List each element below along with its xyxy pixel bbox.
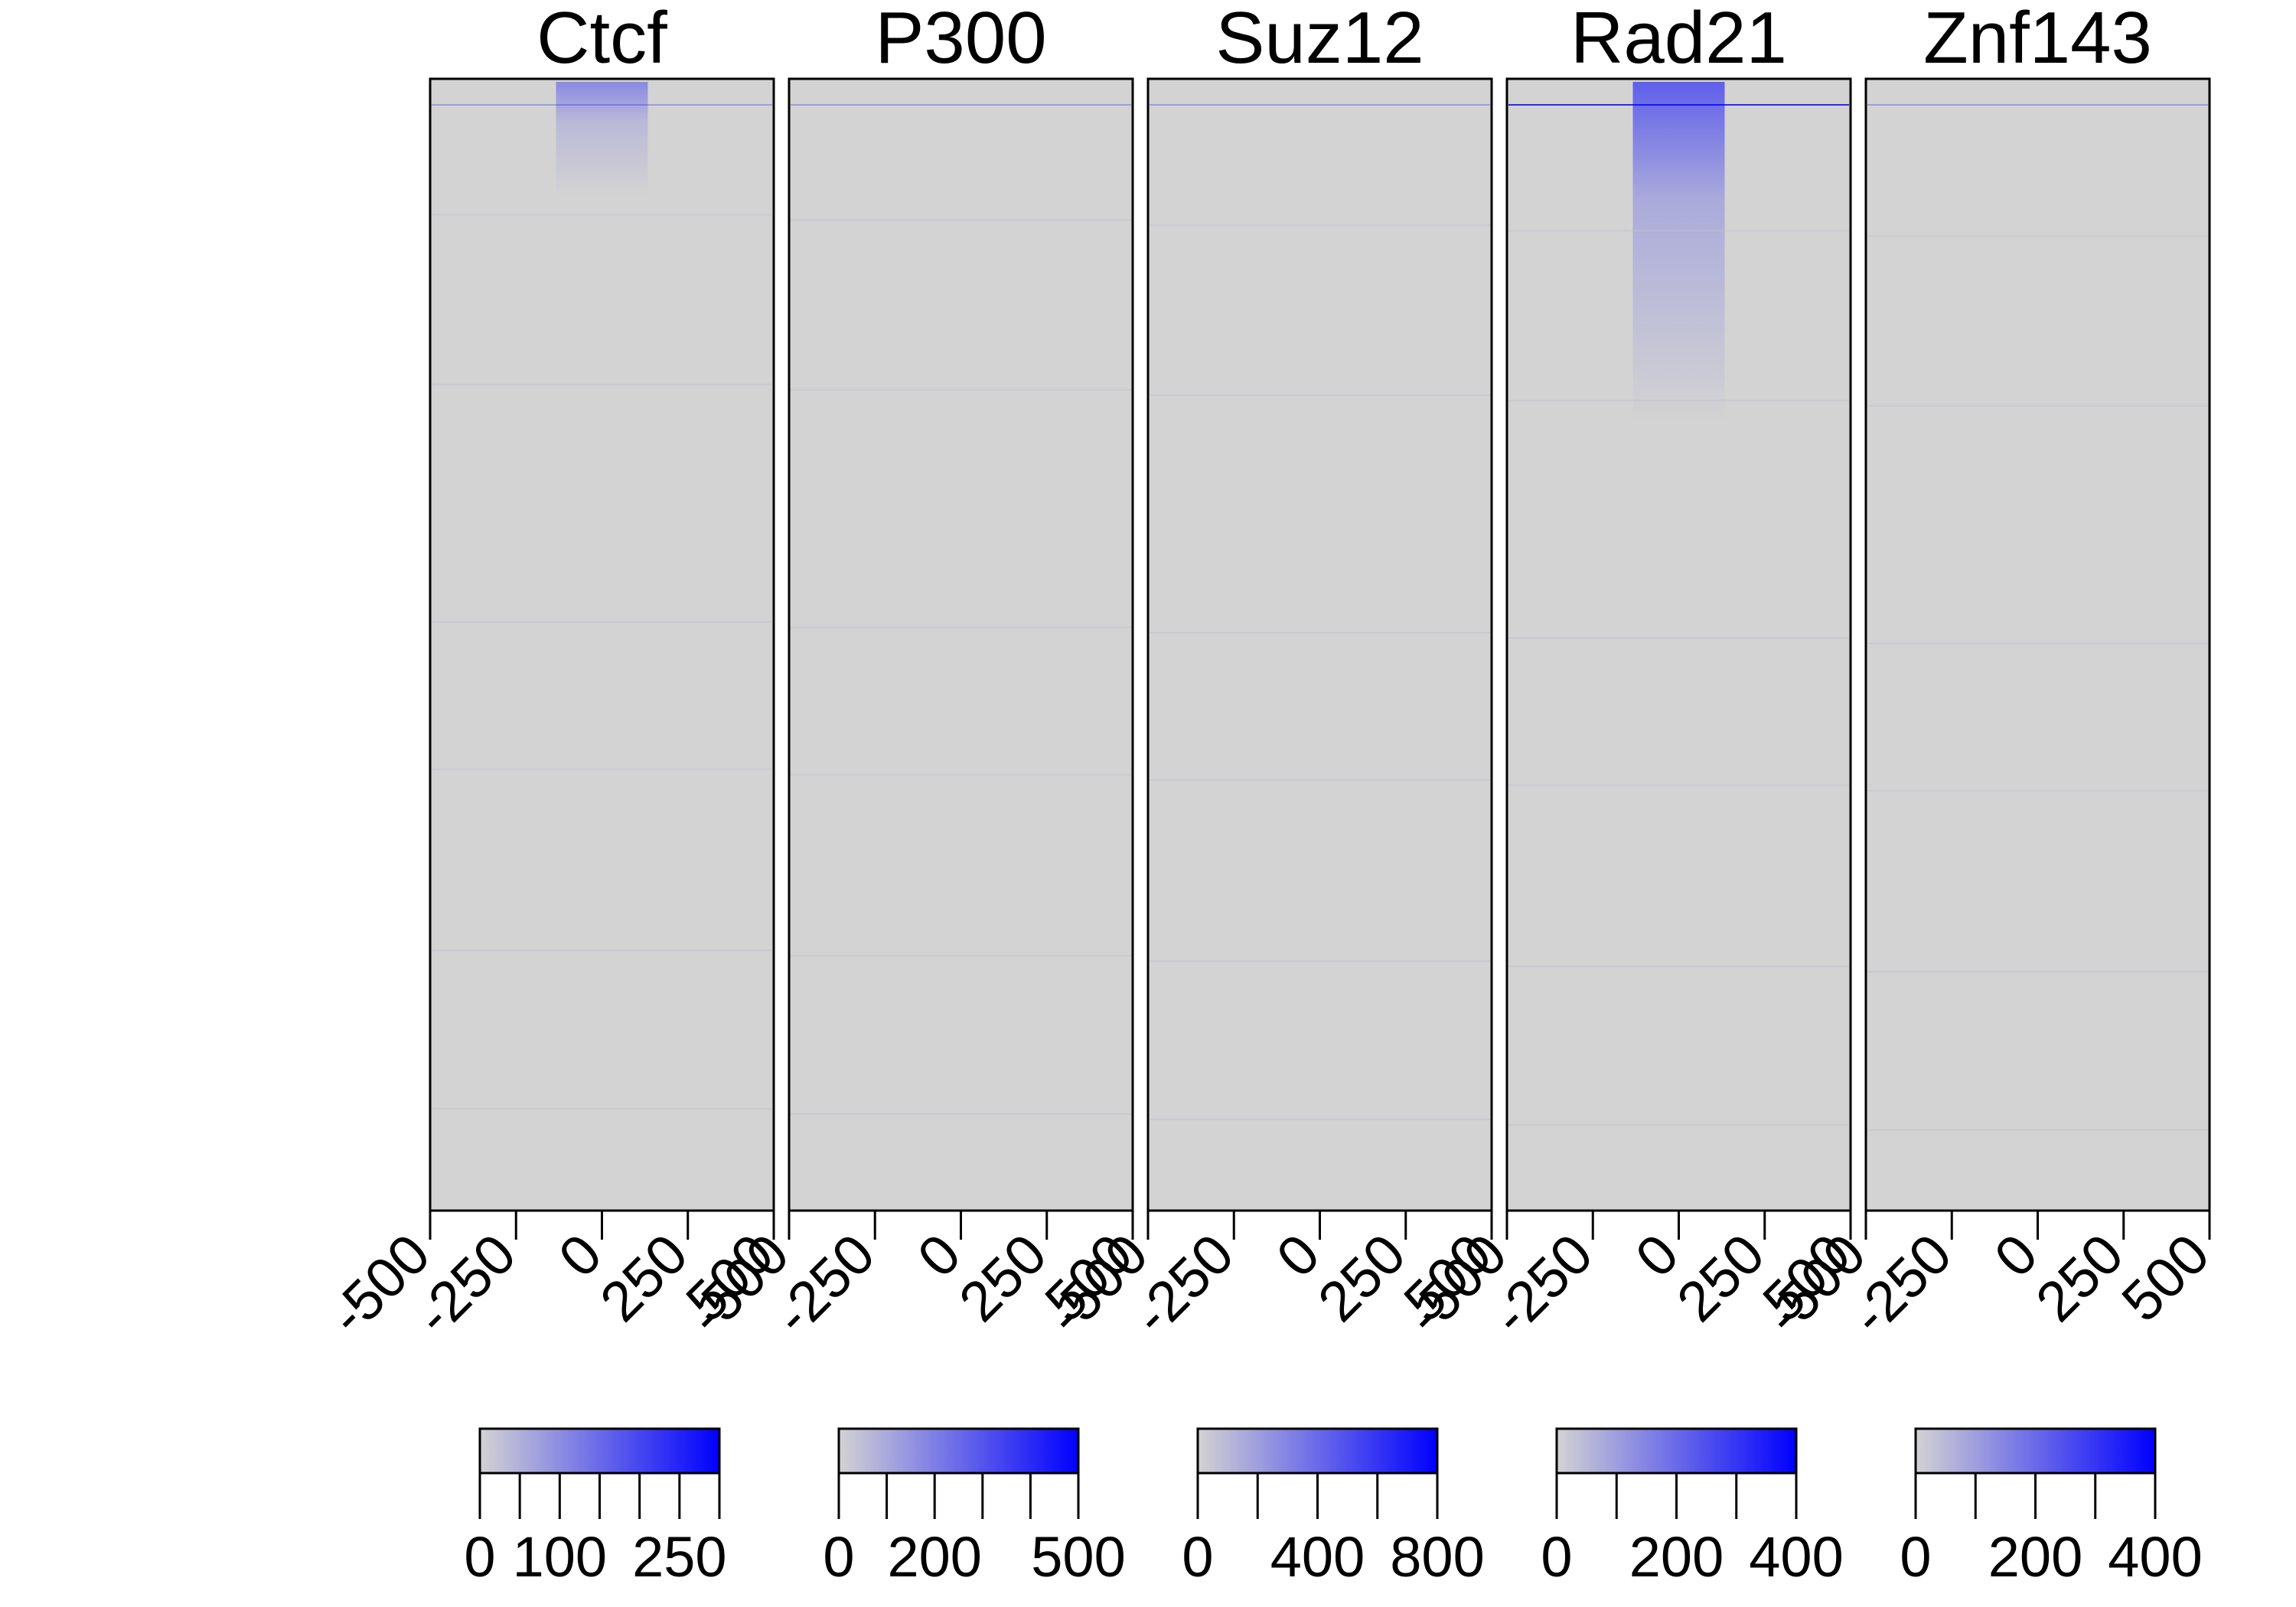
color-legend-bar <box>837 1427 1080 1475</box>
legend-tick-label: 250 <box>632 1525 726 1589</box>
legend-tick-label: 0 <box>464 1525 495 1589</box>
legend-tick-label: 400 <box>2108 1525 2202 1589</box>
color-legend: 0 100 250 <box>464 1427 727 1589</box>
color-legend: 0 200 400 <box>1900 1427 2203 1589</box>
signal-band <box>1632 82 1725 422</box>
color-legend-bar <box>1914 1427 2157 1475</box>
legend-tick-label: 400 <box>1749 1525 1843 1589</box>
color-legend: 0 200 400 <box>1541 1427 1844 1589</box>
signal-band <box>556 82 648 195</box>
legend-tick-label: 0 <box>1900 1525 1931 1589</box>
panel-title: Suz12 <box>1215 0 1424 79</box>
color-legend-bar <box>478 1427 721 1475</box>
legend-tick-label: 500 <box>1031 1525 1125 1589</box>
legend-tick-label: 0 <box>1541 1525 1572 1589</box>
panel-title: Znf143 <box>1923 0 2152 79</box>
legend-tick-label: 400 <box>1270 1525 1365 1589</box>
legend-tick-label: 0 <box>1182 1525 1213 1589</box>
color-legend: 0 200 500 <box>823 1427 1126 1589</box>
legend-tick-label: 100 <box>513 1525 607 1589</box>
heatmap-body <box>1866 79 2210 1211</box>
legend-tick-label: 200 <box>1988 1525 2082 1589</box>
legend-tick-label: 200 <box>887 1525 981 1589</box>
legend-tick-label: 0 <box>823 1525 854 1589</box>
heatmap-body <box>789 79 1133 1211</box>
legend-tick-label: 800 <box>1390 1525 1484 1589</box>
color-legend-bar <box>1196 1427 1439 1475</box>
panel-title: Rad21 <box>1570 0 1787 79</box>
panel-title: Ctcf <box>536 0 667 79</box>
legend-tick-label: 200 <box>1629 1525 1724 1589</box>
color-legend-bar <box>1555 1427 1798 1475</box>
color-legend: 0 400 800 <box>1182 1427 1485 1589</box>
heatmap-body <box>1148 79 1492 1211</box>
panel-title: P300 <box>875 0 1046 79</box>
heatmap-body <box>430 79 774 1211</box>
